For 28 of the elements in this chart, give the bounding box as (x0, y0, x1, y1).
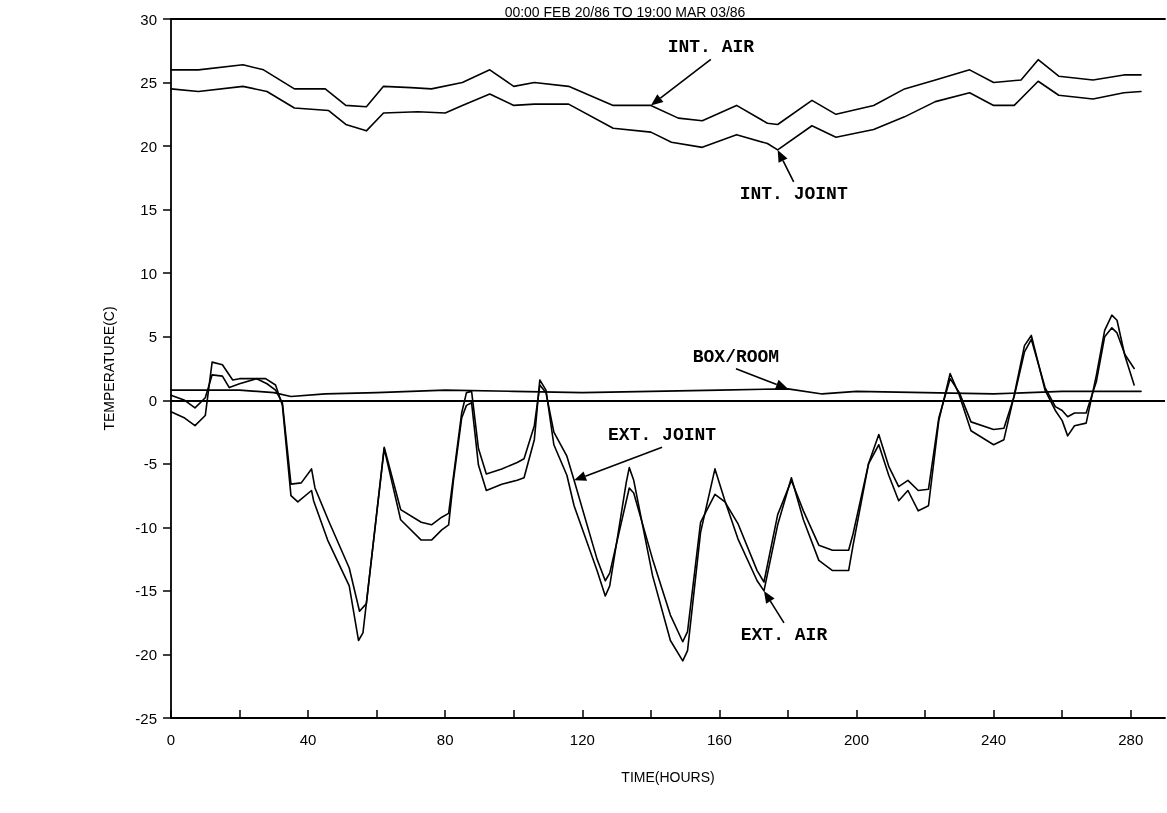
annotation: INT. JOINT (739, 183, 848, 204)
y-tick-label: 15 (140, 201, 157, 219)
annotation: EXT. JOINT (608, 425, 717, 446)
y-tick-label: 5 (148, 328, 157, 346)
x-tick-label: 280 (1118, 731, 1144, 748)
y-tick-label: 30 (140, 10, 157, 28)
y-tick-label: -25 (135, 709, 157, 727)
y-tick-label: 10 (140, 264, 157, 282)
x-tick-label: 160 (706, 731, 732, 748)
x-tick-label: 40 (299, 731, 317, 748)
y-tick-label: -5 (143, 455, 157, 473)
y-tick-label: 20 (140, 137, 157, 155)
y-tick-label: -15 (135, 582, 157, 600)
x-tick-label: 80 (436, 731, 454, 748)
chart-title: 00:00 FEB 20/86 TO 19:00 MAR 03/86 (504, 4, 746, 20)
y-tick-label: -10 (135, 518, 157, 536)
x-tick-label: 240 (981, 731, 1007, 748)
annotation: BOX/ROOM (692, 346, 780, 367)
x-tick-label: 0 (166, 731, 176, 748)
x-tick-label: 120 (569, 731, 595, 748)
x-axis-title: TIME(HOURS) (621, 769, 715, 785)
annotation: INT. AIR (667, 37, 755, 58)
y-tick-label: 0 (148, 391, 157, 409)
y-tick-label: -20 (135, 645, 157, 663)
x-tick-label: 200 (844, 731, 870, 748)
annotation: EXT. AIR (740, 624, 828, 645)
y-tick-label: 25 (140, 74, 157, 92)
y-axis-title: TEMPERATURE(C) (101, 306, 117, 431)
